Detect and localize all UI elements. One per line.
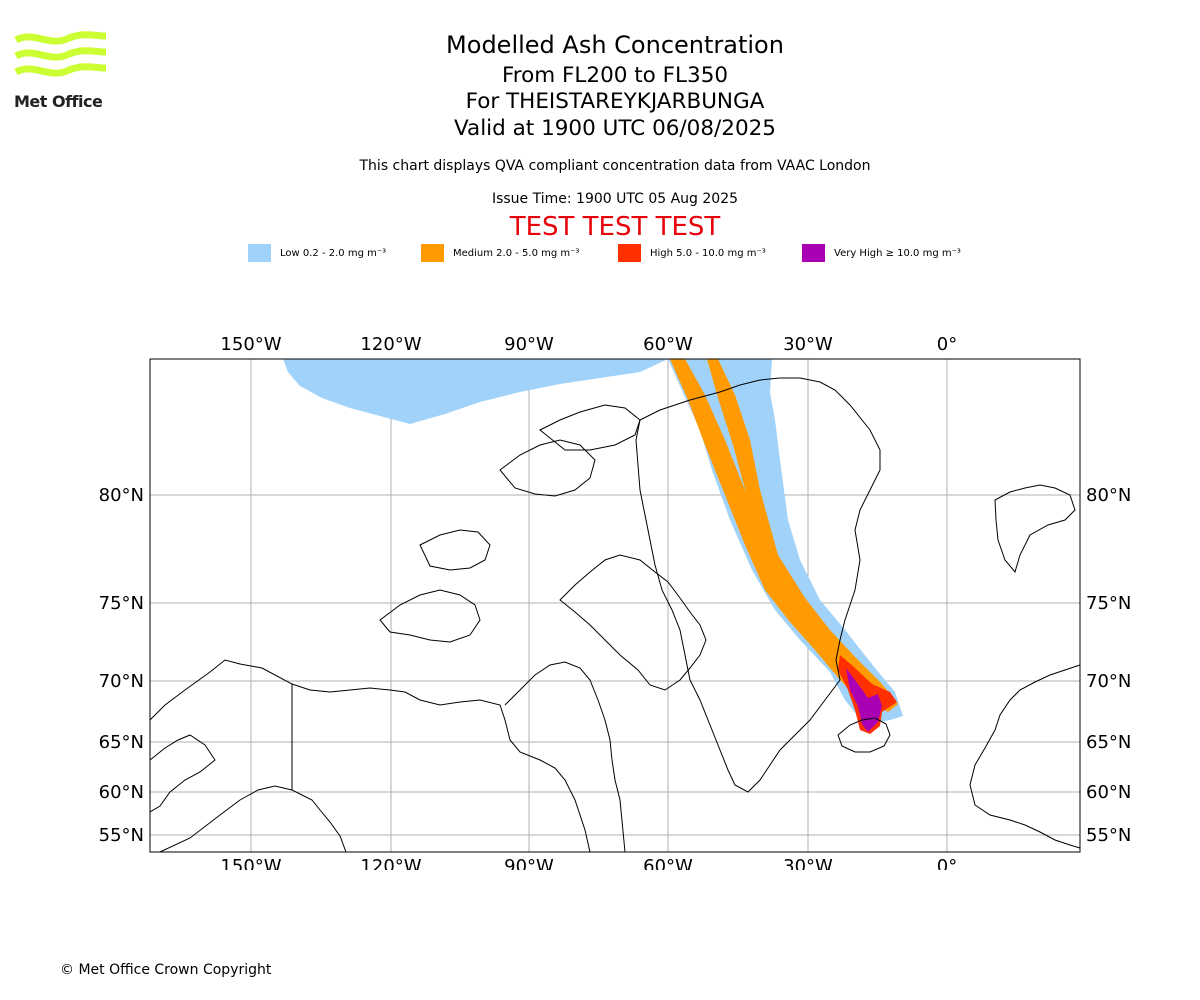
legend-label-very-high: Very High ≥ 10.0 mg m⁻³ [834, 247, 961, 259]
legend-label-low: Low 0.2 - 2.0 mg m⁻³ [280, 247, 387, 259]
lon-label-top: 30°W [783, 334, 833, 355]
valid-time: Valid at 1900 UTC 06/08/2025 [453, 116, 776, 141]
lon-labels-bottom: 150°W 120°W 90°W 60°W 30°W 0° [220, 856, 957, 870]
coastline-scandinavia [969, 664, 1080, 849]
legend-swatch-very-high [802, 244, 825, 262]
lat-label-left: 65°N [99, 732, 144, 753]
lon-label-top: 0° [937, 334, 957, 355]
volcano-name: For THEISTAREYKJARBUNGA [465, 89, 765, 114]
lat-labels-left: 80°N 75°N 70°N 65°N 60°N 55°N [99, 485, 144, 846]
coastline-baffin-island [559, 554, 707, 691]
coastline-svalbard [994, 484, 1076, 574]
lat-label-left: 60°N [99, 782, 144, 803]
lat-label-right: 70°N [1086, 671, 1131, 692]
coastlines [150, 377, 1080, 852]
legend-item-medium: Medium 2.0 - 5.0 mg m⁻³ [421, 244, 579, 262]
ash-layers [283, 359, 903, 734]
legend-item-high: High 5.0 - 10.0 mg m⁻³ [618, 244, 766, 262]
legend-swatch-high [618, 244, 641, 262]
map-frame [149, 358, 1081, 853]
lat-label-right: 80°N [1086, 485, 1131, 506]
lat-label-right: 60°N [1086, 782, 1131, 803]
legend-swatch-medium [421, 244, 444, 262]
coastline-alaska [150, 659, 347, 852]
ash-very-high-area [846, 668, 882, 732]
lat-label-left: 80°N [99, 485, 144, 506]
ash-medium-band-west [670, 359, 872, 700]
lon-label-top: 90°W [504, 334, 554, 355]
coastline-arctic-islands [379, 404, 641, 643]
lon-label-bottom: 90°W [504, 856, 554, 870]
met-office-wave-icon [14, 31, 107, 77]
graticule [150, 359, 1080, 852]
coastline-greenland [635, 377, 881, 793]
lat-label-right: 75°N [1086, 593, 1131, 614]
lat-labels-right: 80°N 75°N 70°N 65°N 60°N 55°N [1086, 485, 1131, 846]
chart-subtitle: This chart displays QVA compliant concen… [359, 158, 871, 174]
lon-label-bottom: 60°W [643, 856, 693, 870]
chart-title: Modelled Ash Concentration [446, 31, 784, 59]
legend-label-high: High 5.0 - 10.0 mg m⁻³ [650, 247, 766, 259]
coastline-hudson-bay [504, 661, 626, 852]
ash-low-arctic-area [283, 359, 668, 424]
lon-label-bottom: 120°W [360, 856, 421, 870]
lon-label-bottom: 150°W [220, 856, 281, 870]
lon-label-top: 60°W [643, 334, 693, 355]
coastline-iceland [837, 717, 891, 753]
legend-item-low: Low 0.2 - 2.0 mg m⁻³ [248, 244, 386, 262]
flight-level-range: From FL200 to FL350 [501, 63, 729, 88]
issue-time: Issue Time: 1900 UTC 05 Aug 2025 [491, 191, 739, 207]
lat-label-left: 55°N [99, 825, 144, 846]
ash-map: 150°W 120°W 90°W 60°W 30°W 0° 150°W 120°… [99, 334, 1132, 870]
lat-label-right: 65°N [1086, 732, 1131, 753]
ash-high-area [838, 655, 897, 734]
ash-medium-band-east [707, 359, 898, 712]
lat-label-right: 55°N [1086, 825, 1131, 846]
coastline-canada-mainland [291, 683, 591, 852]
lat-label-left: 70°N [99, 671, 144, 692]
lon-label-bottom: 0° [937, 856, 957, 870]
legend-label-medium: Medium 2.0 - 5.0 mg m⁻³ [453, 247, 580, 259]
test-banner: TEST TEST TEST [509, 212, 721, 242]
legend-swatch-low [248, 244, 271, 262]
lat-label-left: 75°N [99, 593, 144, 614]
legend-item-very-high: Very High ≥ 10.0 mg m⁻³ [802, 244, 961, 262]
logo-waves [14, 31, 107, 77]
logo-text: Met Office [14, 92, 103, 111]
lon-label-top: 150°W [220, 334, 281, 355]
lon-label-top: 120°W [360, 334, 421, 355]
lon-label-bottom: 30°W [783, 856, 833, 870]
lon-labels-top: 150°W 120°W 90°W 60°W 30°W 0° [220, 334, 957, 355]
copyright-notice: © Met Office Crown Copyright [60, 962, 272, 978]
met-office-logo: Met Office [14, 30, 108, 112]
